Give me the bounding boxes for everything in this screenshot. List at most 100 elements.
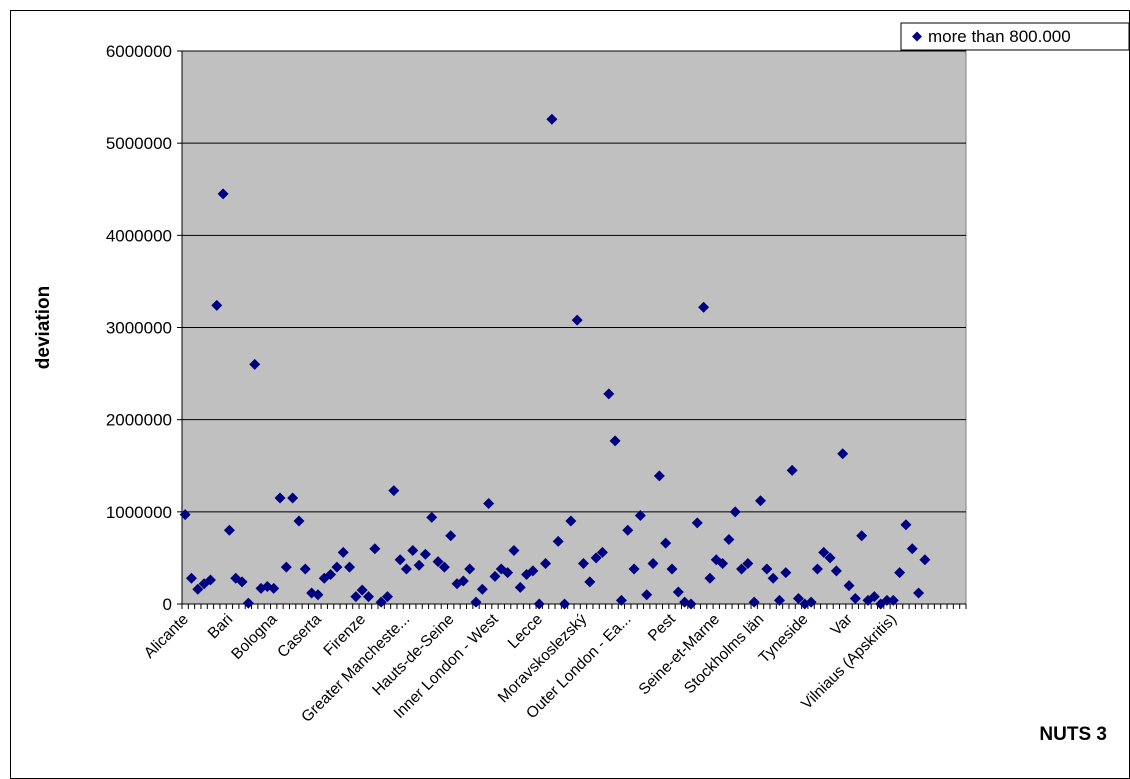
data-point: [717, 557, 729, 569]
data-point: [464, 563, 476, 575]
x-tick-label: Alicante: [141, 611, 192, 662]
data-point: [742, 557, 754, 569]
gridlines: [182, 50, 966, 513]
scatter-chart: 0 1000000 2000000 3000000 4000000 5000000 6000…: [33, 22, 1129, 745]
data-point: [527, 565, 539, 577]
data-point: [767, 572, 779, 584]
data-point: [419, 548, 431, 560]
data-point: [350, 591, 362, 603]
data-point: [660, 537, 672, 549]
data-point: [242, 597, 254, 609]
data-point: [514, 581, 526, 593]
data-point: [552, 535, 564, 547]
data-point: [691, 517, 703, 529]
data-point: [211, 299, 223, 311]
data-point: [432, 556, 444, 568]
x-tick-label: Bologna: [228, 611, 281, 664]
data-point: [483, 498, 495, 510]
data-point: [363, 591, 375, 603]
data-point: [312, 589, 324, 601]
axes: [177, 50, 967, 609]
data-point: [894, 567, 906, 579]
x-axis-tick-labels: Alicante BariBolognaCasertaFirenzeGreater…: [141, 610, 900, 725]
data-point: [837, 448, 849, 460]
data-point: [830, 565, 842, 577]
data-point: [773, 594, 785, 606]
data-point: [457, 575, 469, 587]
x-tick-label: Pest: [645, 610, 679, 644]
data-point: [293, 515, 305, 527]
data-point: [426, 511, 438, 523]
data-point: [223, 524, 235, 536]
data-point: [185, 572, 197, 584]
y-tick-label: 2000000: [106, 411, 172, 430]
data-point: [634, 510, 646, 522]
data-point: [337, 546, 349, 558]
data-point: [603, 388, 615, 400]
data-point: [331, 561, 343, 573]
x-tick-label: Lecce: [505, 611, 546, 652]
data-points: [179, 113, 931, 610]
data-point: [843, 580, 855, 592]
data-point: [268, 582, 280, 594]
x-tick-label: Var: [828, 611, 856, 639]
data-point: [824, 552, 836, 564]
data-point: [811, 563, 823, 575]
data-point: [388, 485, 400, 497]
y-tick-label: 4000000: [106, 226, 172, 245]
data-point: [748, 596, 760, 608]
data-point: [685, 598, 697, 610]
data-point: [546, 113, 558, 125]
x-tick-label: Seine-et-Marne: [636, 611, 724, 699]
data-point: [609, 435, 621, 447]
y-axis-title: deviation: [33, 286, 54, 369]
data-point: [502, 567, 514, 579]
x-tick-label: Caserta: [274, 611, 325, 662]
legend: more than 800.000: [900, 22, 1129, 51]
data-point: [881, 594, 893, 606]
chart-container: 0 1000000 2000000 3000000 4000000 5000000 6000…: [10, 10, 1130, 779]
data-point: [906, 543, 918, 555]
data-point: [559, 598, 571, 610]
data-point: [818, 546, 830, 558]
data-point: [672, 586, 684, 598]
legend-box: [900, 22, 1129, 51]
x-tick-label: Bari: [205, 611, 237, 643]
data-point: [344, 561, 356, 573]
data-point: [786, 464, 798, 476]
x-tick-label: Tyneside: [756, 611, 812, 667]
data-point: [647, 557, 659, 569]
data-point: [900, 519, 912, 531]
data-point: [438, 561, 450, 573]
y-tick-label: 1000000: [106, 503, 172, 522]
data-point: [849, 592, 861, 604]
y-axis-tick-labels: 0 1000000 2000000 3000000 4000000 5000000 6000…: [106, 42, 172, 614]
data-point: [805, 596, 817, 608]
y-tick-label: 6000000: [106, 42, 172, 61]
y-tick-label: 3000000: [106, 319, 172, 338]
data-point: [476, 583, 488, 595]
data-point: [698, 301, 710, 313]
data-point: [287, 492, 299, 504]
data-point: [400, 563, 412, 575]
data-point: [628, 563, 640, 575]
data-point: [887, 594, 899, 606]
data-point: [413, 559, 425, 571]
data-point: [780, 567, 792, 579]
data-point: [356, 584, 368, 596]
y-tick-label: 0: [163, 595, 172, 614]
data-point: [577, 557, 589, 569]
data-point: [217, 188, 229, 200]
data-point: [856, 530, 868, 542]
data-point: [584, 576, 596, 588]
data-point: [666, 563, 678, 575]
data-point: [179, 509, 191, 521]
data-point: [571, 314, 583, 326]
data-point: [919, 554, 931, 566]
data-point: [299, 563, 311, 575]
data-point: [274, 492, 286, 504]
data-point: [192, 583, 204, 595]
data-point: [280, 561, 292, 573]
data-point: [622, 524, 634, 536]
data-point: [236, 576, 248, 588]
